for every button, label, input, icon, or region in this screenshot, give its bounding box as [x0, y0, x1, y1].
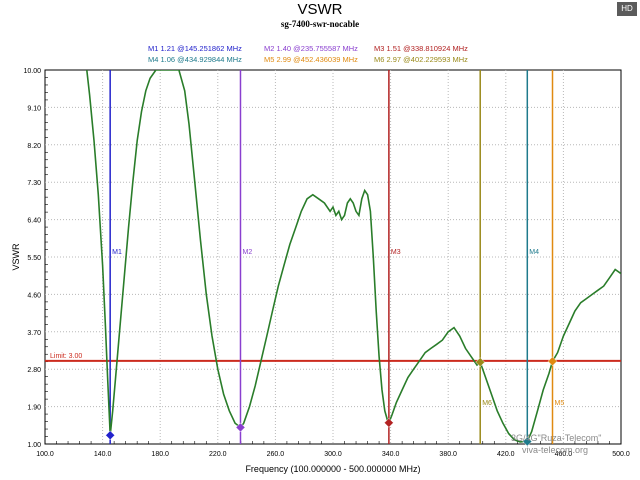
x-tick-label: 340.0: [382, 451, 400, 458]
marker-point-m6[interactable]: [475, 357, 486, 367]
x-tick-label: 420.0: [497, 451, 515, 458]
x-tick-label: 260.0: [267, 451, 285, 458]
y-tick-label: 1.00: [27, 442, 41, 449]
y-tick-label: 7.30: [27, 180, 41, 187]
marker-label-m4: M4: [529, 249, 539, 256]
x-tick-label: 300.0: [324, 451, 342, 458]
marker-point-m4[interactable]: [522, 436, 533, 447]
marker-label-m6: M6: [482, 400, 492, 407]
y-tick-label: 2.80: [27, 367, 41, 374]
legend-entry-m3: M3 1.51 @338.810924 MHz: [374, 44, 468, 53]
x-tick-label: 220.0: [209, 451, 227, 458]
y-tick-label: 8.20: [27, 143, 41, 150]
legend-entry-m6: M6 2.97 @402.229593 MHz: [374, 55, 468, 64]
chart-subtitle: sg-7400-swr-nocable: [280, 19, 360, 29]
y-tick-label: 4.60: [27, 292, 41, 299]
marker-point-m3[interactable]: [384, 417, 394, 428]
y-tick-label: 1.90: [27, 405, 41, 412]
hd-badge[interactable]: HD: [617, 2, 637, 16]
y-tick-label: 3.70: [27, 330, 41, 337]
chart-title: VSWR: [297, 1, 343, 18]
marker-label-m3: M3: [391, 249, 401, 256]
marker-label-m2: M2: [242, 249, 252, 256]
x-tick-label: 100.0: [36, 451, 54, 458]
x-tick-label: 460.0: [555, 451, 573, 458]
y-tick-label: 9.10: [27, 105, 41, 112]
legend-entry-m2: M2 1.40 @235.755587 MHz: [264, 44, 358, 53]
x-axis-label: Frequency (100.000000 - 500.000000 MHz): [245, 464, 420, 474]
marker-point-m5[interactable]: [547, 356, 558, 367]
x-tick-label: 140.0: [94, 451, 112, 458]
limit-label: Limit: 3.00: [50, 353, 82, 360]
x-tick-label: 180.0: [151, 451, 169, 458]
y-tick-label: 5.50: [27, 255, 41, 262]
marker-point-m1[interactable]: [105, 430, 116, 441]
x-tick-label: 500.0: [612, 451, 630, 458]
y-tick-label: 6.40: [27, 218, 41, 225]
watermark-line-1: 3G/4G"Ruza-Telecom": [511, 433, 602, 443]
watermark-line-2: viva-telecom.org: [522, 445, 589, 455]
vswr-series-line: [86, 70, 621, 443]
y-axis-label: VSWR: [11, 243, 21, 271]
marker-point-m2[interactable]: [235, 422, 246, 433]
legend-entry-m1: M1 1.21 @145.251862 MHz: [148, 44, 242, 53]
y-tick-label: 10.00: [23, 68, 41, 75]
marker-label-m5: M5: [555, 400, 565, 407]
x-tick-label: 380.0: [439, 451, 457, 458]
legend-entry-m5: M5 2.99 @452.436039 MHz: [264, 55, 358, 64]
marker-label-m1: M1: [112, 249, 122, 256]
legend-entry-m4: M4 1.06 @434.929844 MHz: [148, 55, 242, 64]
